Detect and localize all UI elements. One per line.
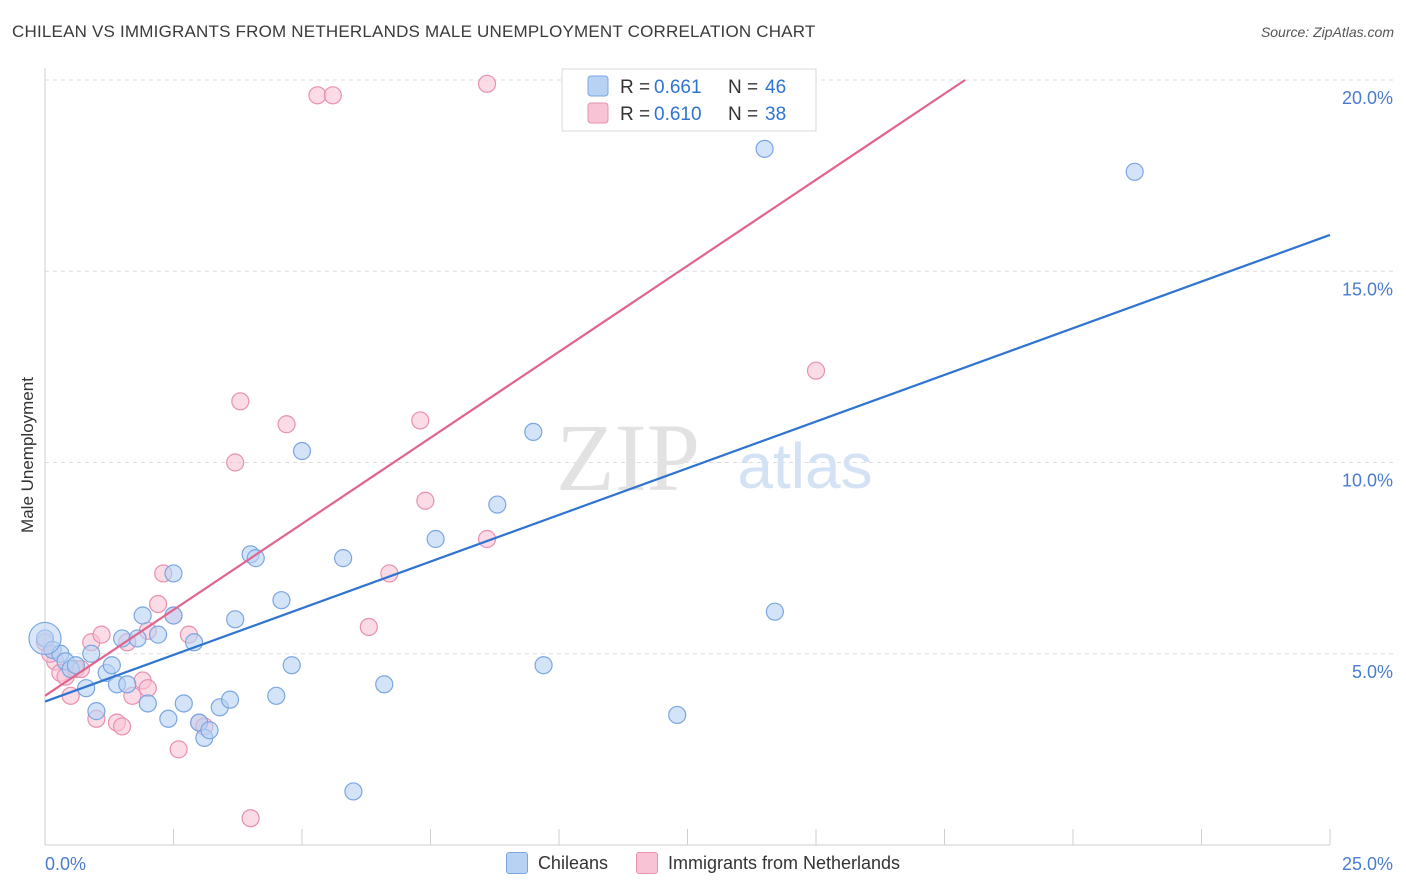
watermark-atlas: atlas — [737, 430, 872, 502]
netherlands-point-20 — [169, 740, 188, 759]
trendline-chileans — [44, 233, 1331, 703]
chileans-point-31 — [267, 686, 286, 705]
legend-item-netherlands: Immigrants from Netherlands — [635, 852, 901, 874]
chileans-point-35 — [334, 549, 353, 568]
chileans-point-32 — [272, 591, 291, 610]
netherlands-point-24 — [226, 453, 245, 472]
legend-r-label-netherlands: R = — [620, 104, 650, 125]
chileans-point-30 — [246, 549, 265, 568]
chileans-point-7 — [82, 644, 101, 663]
chileans-point-8 — [87, 702, 106, 721]
legend-n-value-netherlands: 38 — [765, 104, 786, 125]
chileans-point-5 — [66, 656, 85, 675]
x-tick-label-max: 25.0% — [1342, 854, 1393, 874]
netherlands-point-32 — [411, 411, 430, 430]
watermark: ZIP atlas — [556, 404, 873, 511]
netherlands-point-11 — [112, 717, 132, 736]
legend-box-swatch-netherlands — [587, 102, 609, 124]
netherlands-point-29 — [323, 86, 342, 105]
chileans-point-38 — [426, 529, 445, 549]
chileans-point-34 — [292, 441, 312, 461]
chileans-point-13 — [118, 675, 137, 694]
chileans-point-16 — [138, 694, 157, 713]
trendline-netherlands — [44, 79, 966, 697]
y-tick-label-15: 15.0% — [1342, 279, 1393, 299]
legend-r-value-chileans: 0.661 — [654, 77, 702, 98]
chileans-point-17 — [148, 625, 168, 644]
series-immigrants-netherlands-points — [35, 74, 826, 828]
netherlands-point-28 — [308, 86, 327, 105]
chileans-point-19 — [159, 709, 178, 728]
legend-swatch-pink — [635, 852, 658, 874]
watermark-zip: ZIP — [556, 404, 700, 511]
legend-item-chileans: Chileans — [505, 852, 608, 874]
axes — [44, 68, 1331, 846]
chileans-point-10 — [102, 656, 121, 675]
chileans-point-42 — [668, 705, 687, 725]
chileans-point-39 — [488, 495, 507, 514]
chileans-point-40 — [524, 422, 543, 441]
chileans-point-15 — [133, 606, 152, 625]
chileans-point-41 — [534, 656, 553, 675]
netherlands-point-33 — [416, 491, 435, 510]
legend-label-netherlands: Immigrants from Netherlands — [667, 852, 901, 873]
netherlands-point-30 — [359, 617, 378, 637]
tick-labels: 5.0% 10.0% 15.0% 20.0% 0.0% 25.0% — [45, 88, 1393, 874]
chart-title: CHILEAN VS IMMIGRANTS FROM NETHERLANDS M… — [12, 22, 816, 41]
y-tick-label-10: 10.0% — [1342, 471, 1393, 491]
legend-box-swatch-chileans — [587, 75, 609, 97]
netherlands-point-25 — [231, 392, 250, 411]
source-label: Source: ZipAtlas.com — [1260, 24, 1394, 40]
netherlands-point-35 — [477, 74, 497, 93]
netherlands-point-36 — [806, 361, 826, 380]
netherlands-point-15 — [138, 679, 157, 698]
gridlines — [45, 79, 1395, 655]
y-tick-label-20: 20.0% — [1342, 88, 1393, 108]
x-tick-label-min: 0.0% — [45, 854, 86, 874]
bottom-legend: Chileans Immigrants from Netherlands — [0, 852, 1406, 874]
chileans-cluster-point — [28, 621, 62, 656]
chileans-point-27 — [220, 690, 240, 709]
trendlines — [44, 79, 1331, 703]
legend-r-value-netherlands: 0.610 — [654, 104, 702, 125]
legend-n-label-chileans: N = — [728, 77, 758, 98]
chileans-point-36 — [344, 782, 363, 801]
netherlands-point-9 — [92, 625, 111, 644]
chileans-point-44 — [765, 602, 784, 621]
netherlands-point-27 — [277, 415, 296, 434]
y-tick-label-5: 5.0% — [1352, 662, 1393, 682]
legend-n-label-netherlands: N = — [728, 104, 758, 125]
legend-box: R = 0.661 N = 46 R = 0.610 N = 38 — [561, 68, 817, 132]
chileans-point-28 — [226, 610, 245, 629]
legend-label-chileans: Chileans — [537, 852, 608, 873]
legend-r-label-chileans: R = — [620, 77, 650, 98]
netherlands-point-26 — [241, 809, 260, 828]
legend-swatch-blue — [505, 852, 528, 874]
chileans-point-20 — [164, 564, 183, 583]
chileans-point-45 — [1125, 162, 1144, 181]
chileans-point-21 — [174, 694, 193, 713]
legend-n-value-chileans: 46 — [765, 77, 786, 98]
netherlands-point-17 — [148, 594, 168, 614]
chileans-point-43 — [755, 139, 774, 158]
chileans-point-33 — [282, 656, 301, 675]
chileans-point-37 — [375, 675, 394, 694]
chileans-point-25 — [200, 721, 219, 740]
